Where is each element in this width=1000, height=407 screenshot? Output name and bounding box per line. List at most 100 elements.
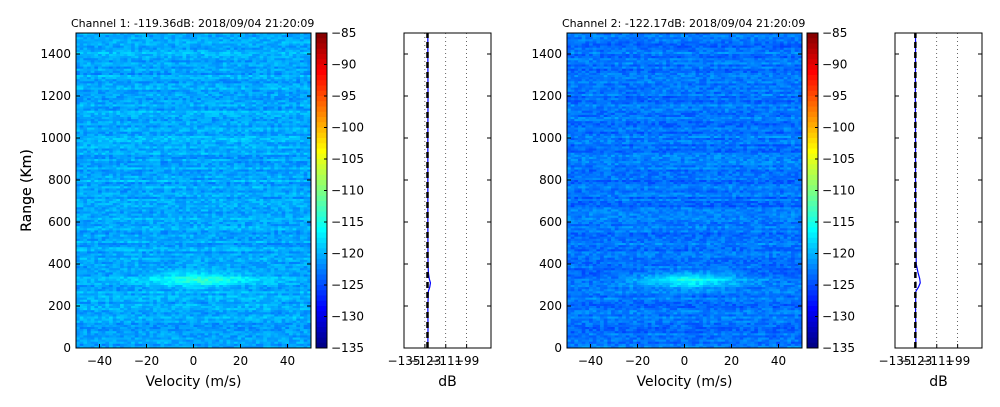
heatmap-cell	[171, 152, 176, 156]
heatmap-cell	[230, 135, 235, 139]
heatmap-cell	[112, 35, 117, 38]
heatmap-cell	[123, 68, 128, 72]
heatmap-cell	[153, 81, 158, 84]
heatmap-cell	[237, 104, 242, 107]
heatmap-cell	[164, 72, 169, 76]
heatmap-cell	[120, 96, 125, 99]
heatmap-cell	[226, 85, 231, 88]
heatmap-cell	[76, 68, 81, 72]
heatmap-cell	[79, 41, 84, 44]
heatmap-cell	[197, 138, 202, 141]
heatmap-cell	[277, 41, 283, 44]
heatmap-cell	[200, 152, 205, 156]
heatmap-cell	[171, 43, 176, 46]
heatmap-cell	[259, 108, 264, 112]
heatmap-cell	[296, 68, 301, 72]
heatmap-cell	[193, 142, 198, 145]
heatmap-cell	[120, 47, 125, 51]
heatmap-cell	[197, 146, 202, 149]
heatmap-cell	[182, 140, 187, 143]
heatmap-cell	[204, 119, 209, 122]
heatmap-cell	[131, 70, 136, 74]
heatmap-cell	[175, 146, 180, 149]
heatmap-cell	[263, 58, 268, 61]
heatmap-cell	[76, 146, 81, 149]
heatmap-cell	[288, 41, 294, 44]
heatmap-cell	[164, 64, 169, 67]
heatmap-cell	[211, 121, 216, 124]
heatmap-cell	[237, 133, 242, 137]
heatmap-cell	[131, 159, 136, 162]
heatmap-cell	[149, 156, 154, 160]
heatmap-cell	[175, 75, 180, 78]
heatmap-cell	[215, 96, 220, 99]
heatmap-cell	[105, 146, 110, 149]
heatmap-cell	[171, 114, 176, 118]
heatmap-cell	[116, 60, 121, 63]
heatmap-cell	[149, 114, 154, 118]
heatmap-cell	[252, 47, 257, 51]
heatmap-cell	[145, 33, 150, 36]
heatmap-cell	[186, 110, 191, 114]
heatmap-cell	[292, 45, 297, 49]
heatmap-cell	[230, 154, 235, 158]
heatmap-cell	[105, 127, 110, 130]
heatmap-cell	[292, 75, 297, 78]
heatmap-cell	[237, 150, 242, 154]
heatmap-cell	[153, 114, 158, 118]
heatmap-cell	[94, 54, 99, 57]
heatmap-cell	[274, 33, 279, 36]
heatmap-cell	[189, 112, 194, 116]
heatmap-cell	[79, 49, 84, 53]
heatmap-cell	[164, 150, 169, 154]
heatmap-cell	[219, 104, 224, 107]
heatmap-cell	[112, 119, 117, 122]
heatmap-cell	[145, 54, 150, 57]
heatmap-cell	[281, 77, 286, 80]
heatmap-cell	[263, 96, 268, 99]
heatmap-cell	[296, 129, 301, 133]
heatmap-cell	[79, 156, 84, 160]
heatmap-cell	[252, 79, 257, 82]
heatmap-cell	[285, 152, 290, 156]
heatmap-cell	[138, 54, 143, 57]
heatmap-cell	[285, 119, 290, 122]
heatmap-cell	[90, 152, 95, 156]
heatmap-cell	[98, 102, 103, 105]
heatmap-cell	[160, 43, 165, 46]
heatmap-cell	[167, 58, 172, 61]
heatmap-cell	[167, 100, 172, 103]
heatmap-cell	[142, 156, 147, 160]
heatmap-cell	[233, 77, 238, 80]
heatmap-cell	[281, 98, 286, 101]
heatmap-cell	[120, 127, 125, 130]
heatmap-cell	[149, 93, 154, 97]
heatmap-cell	[120, 112, 125, 116]
heatmap-cell	[153, 62, 158, 65]
heatmap-cell	[116, 87, 121, 91]
heatmap-cell	[123, 85, 128, 88]
heatmap-cell	[160, 66, 165, 70]
heatmap-cell	[105, 123, 110, 126]
heatmap-cell	[127, 142, 132, 145]
heatmap-cell	[120, 104, 125, 107]
heatmap-cell	[127, 87, 132, 91]
heatmap-cell	[292, 100, 297, 103]
heatmap-cell	[83, 91, 88, 95]
heatmap-cell	[230, 127, 235, 130]
heatmap-cell	[120, 43, 125, 46]
heatmap-cell	[120, 51, 125, 55]
heatmap-cell	[259, 72, 264, 76]
heatmap-cell	[131, 129, 136, 133]
heatmap-cell	[299, 41, 305, 44]
heatmap-cell	[211, 110, 216, 114]
heatmap-cell	[288, 110, 294, 114]
heatmap-cell	[167, 117, 172, 120]
heatmap-cell	[142, 39, 147, 42]
heatmap-cell	[164, 123, 169, 126]
heatmap-cell	[156, 68, 161, 72]
heatmap-cell	[288, 146, 294, 149]
heatmap-cell	[241, 129, 246, 133]
heatmap-cell	[274, 93, 279, 97]
heatmap-cell	[94, 56, 99, 59]
